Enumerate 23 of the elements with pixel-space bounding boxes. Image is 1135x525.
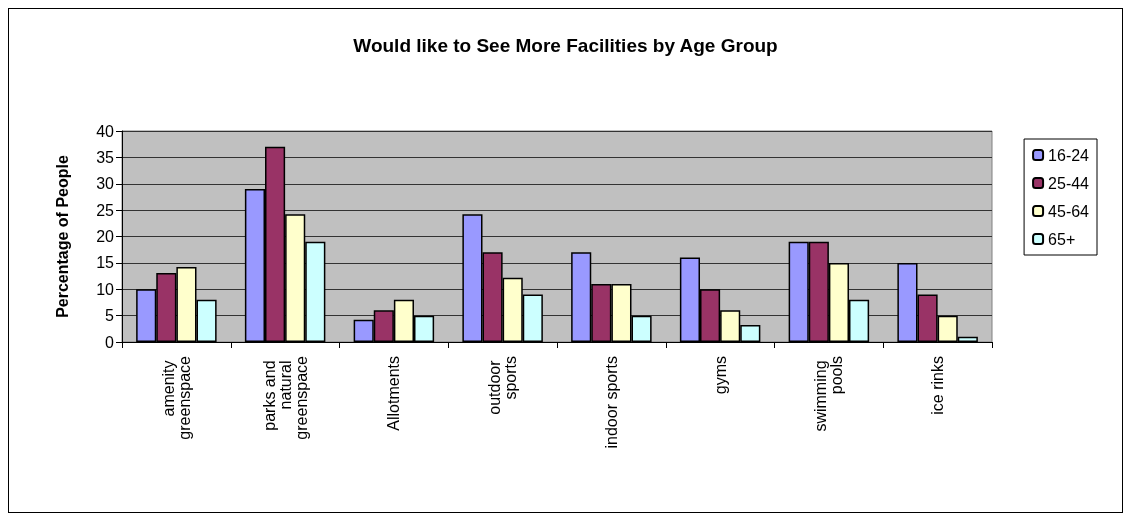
x-tick-label: swimming pools (812, 356, 846, 432)
legend-label: 45-64 (1048, 202, 1090, 220)
y-tick-label: 20 (96, 228, 115, 245)
x-tick-label: ice rinks (929, 356, 947, 415)
x-tick-label: Allotments (385, 356, 403, 431)
x-tick-label: outdoor sports (486, 356, 520, 415)
y-tick-label: 5 (105, 307, 115, 325)
y-tick-label: 15 (96, 254, 115, 272)
legend-label: 25-44 (1048, 174, 1090, 192)
y-tick-label: 0 (105, 333, 115, 351)
x-tick-label: gyms (711, 356, 729, 395)
legend-label: 65+ (1048, 230, 1076, 248)
y-tick-label: 10 (96, 280, 115, 298)
legend-label: 16-24 (1048, 146, 1090, 164)
y-tick-label: 25 (96, 201, 115, 219)
y-tick-label: 40 (96, 122, 115, 140)
x-tick-label: parks and natural greenspace (260, 355, 310, 440)
x-tick-label: amenity greenspace (159, 355, 193, 440)
chart-title: Would like to See More Facilities by Age Group (353, 35, 778, 56)
y-axis-title: Percentage of People (53, 155, 71, 318)
y-tick-label: 30 (96, 175, 115, 193)
y-tick-label: 35 (96, 148, 115, 166)
x-tick-label: indoor sports (602, 356, 620, 449)
